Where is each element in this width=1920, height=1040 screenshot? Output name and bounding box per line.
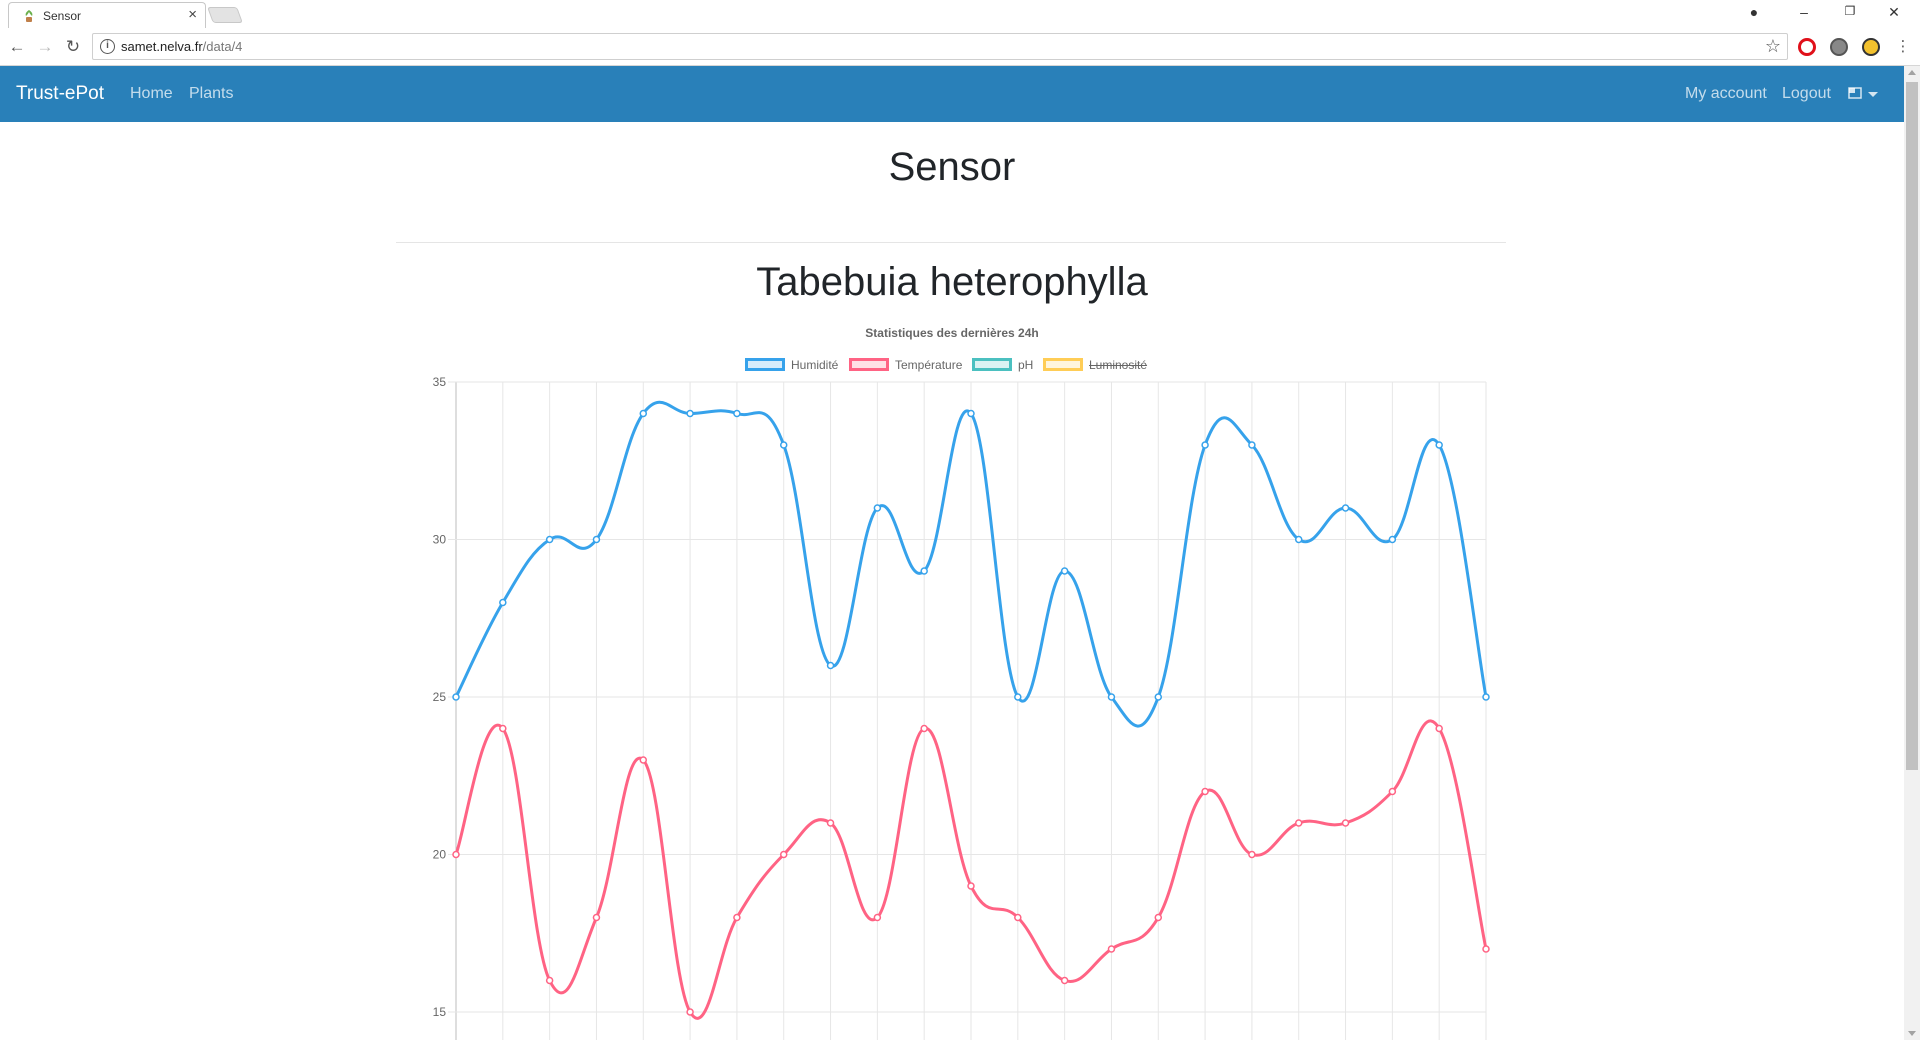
data-point-0 bbox=[1388, 535, 1397, 544]
forward-arrow-icon[interactable]: → bbox=[36, 37, 54, 56]
data-point-0 bbox=[1014, 693, 1022, 701]
plant-name-heading: Tabebuia heterophylla bbox=[756, 260, 1148, 304]
data-point-1 bbox=[1435, 724, 1443, 733]
legend-swatch bbox=[972, 358, 1012, 371]
data-point-1 bbox=[1482, 945, 1490, 953]
data-point-1 bbox=[639, 756, 648, 764]
data-point-1 bbox=[1154, 913, 1163, 922]
close-tab-icon[interactable]: × bbox=[188, 6, 197, 23]
data-point-0 bbox=[1107, 693, 1116, 701]
data-point-0 bbox=[967, 409, 975, 418]
data-point-0 bbox=[545, 535, 554, 544]
browser-toolbar: ← → ↻ i samet.nelva.fr/data/4 ☆ ⋮ bbox=[0, 28, 1920, 66]
restore-icon[interactable]: ❐ bbox=[1844, 4, 1856, 18]
page-scrollbar[interactable] bbox=[1904, 66, 1920, 1040]
plant-favicon-icon bbox=[25, 10, 33, 22]
data-point-1 bbox=[545, 976, 554, 985]
language-flag-icon[interactable] bbox=[1848, 86, 1862, 100]
data-point-1 bbox=[967, 882, 975, 890]
nav-logout-link[interactable]: Logout bbox=[1782, 85, 1831, 102]
data-point-1 bbox=[686, 1008, 694, 1016]
y-tick-label: 25 bbox=[433, 690, 447, 704]
data-point-0 bbox=[686, 409, 694, 418]
language-dropdown-caret-icon[interactable] bbox=[1868, 92, 1878, 97]
new-tab-button[interactable] bbox=[207, 7, 243, 23]
scroll-up-arrow-icon[interactable] bbox=[1908, 70, 1916, 75]
data-point-1 bbox=[1294, 819, 1303, 827]
data-point-0 bbox=[1154, 693, 1163, 701]
tab-title: Sensor bbox=[43, 9, 82, 23]
data-point-0 bbox=[1248, 441, 1256, 449]
browser-tab[interactable]: Sensor × bbox=[8, 2, 206, 28]
page-title: Sensor bbox=[888, 145, 1016, 189]
data-point-1 bbox=[499, 724, 507, 733]
brand-link[interactable]: Trust-ePot bbox=[16, 83, 104, 104]
y-tick-label: 35 bbox=[433, 375, 447, 389]
data-point-0 bbox=[1482, 693, 1490, 701]
data-point-0 bbox=[1201, 441, 1209, 449]
nav-plants-link[interactable]: Plants bbox=[189, 85, 234, 102]
data-point-1 bbox=[1388, 787, 1397, 796]
data-point-0 bbox=[920, 567, 928, 575]
menu-dots-icon[interactable]: ⋮ bbox=[1895, 38, 1911, 55]
globe-extension-icon[interactable] bbox=[1830, 38, 1848, 56]
nav-my-account-link[interactable]: My account bbox=[1685, 85, 1767, 102]
site-navbar: Trust-ePot Home Plants My account Logout bbox=[0, 66, 1904, 122]
sensor-line-chart: 35 30 25 20 15 bbox=[433, 375, 1490, 1040]
browser-tab-strip: Sensor × ● – ❐ ✕ bbox=[0, 0, 1920, 28]
data-point-0 bbox=[639, 409, 648, 418]
data-point-0 bbox=[452, 693, 460, 701]
y-tick-label: 15 bbox=[433, 1005, 447, 1019]
data-point-0 bbox=[1060, 567, 1069, 575]
data-point-1 bbox=[873, 913, 882, 922]
nav-home-link[interactable]: Home bbox=[130, 85, 173, 102]
data-point-0 bbox=[779, 441, 788, 449]
data-point-1 bbox=[920, 724, 928, 733]
data-point-0 bbox=[499, 598, 507, 607]
back-arrow-icon[interactable]: ← bbox=[8, 37, 26, 56]
legend-swatch bbox=[1043, 358, 1083, 371]
opera-extension-icon[interactable] bbox=[1798, 38, 1816, 56]
data-point-1 bbox=[779, 850, 788, 859]
data-point-0 bbox=[592, 535, 601, 544]
profile-icon[interactable]: ● bbox=[1749, 4, 1759, 20]
data-point-1 bbox=[1107, 945, 1116, 953]
scroll-down-arrow-icon[interactable] bbox=[1908, 1031, 1916, 1036]
color-picker-extension-icon[interactable] bbox=[1862, 38, 1880, 56]
data-point-1 bbox=[826, 819, 835, 827]
data-point-1 bbox=[1060, 976, 1069, 985]
data-point-0 bbox=[1341, 504, 1350, 512]
legend-swatch bbox=[849, 358, 889, 371]
data-point-1 bbox=[592, 913, 601, 922]
chart-title: Statistiques des dernières 24h bbox=[865, 326, 1039, 340]
data-point-0 bbox=[1294, 535, 1303, 544]
data-point-1 bbox=[452, 850, 460, 859]
data-point-1 bbox=[1248, 850, 1256, 859]
close-window-icon[interactable]: ✕ bbox=[1888, 4, 1900, 20]
data-point-1 bbox=[733, 913, 741, 922]
url-text[interactable]: samet.nelva.fr/data/4 bbox=[121, 39, 243, 54]
bookmark-star-icon[interactable]: ☆ bbox=[1764, 36, 1781, 56]
legend-swatch bbox=[745, 358, 785, 371]
data-point-1 bbox=[1014, 913, 1022, 922]
minimize-icon[interactable]: – bbox=[1800, 4, 1808, 20]
info-icon[interactable]: i bbox=[100, 39, 115, 54]
data-point-0 bbox=[733, 409, 741, 418]
data-point-0 bbox=[1435, 441, 1443, 449]
series-line-0 bbox=[454, 400, 1488, 728]
data-point-1 bbox=[1201, 787, 1209, 796]
address-bar[interactable]: i samet.nelva.fr/data/4 ☆ bbox=[92, 33, 1788, 60]
reload-icon[interactable]: ↻ bbox=[65, 37, 81, 56]
scroll-thumb[interactable] bbox=[1906, 82, 1918, 770]
y-tick-label: 20 bbox=[433, 848, 447, 862]
section-divider bbox=[396, 242, 1506, 243]
data-point-0 bbox=[873, 504, 882, 512]
data-point-1 bbox=[1341, 819, 1350, 827]
y-tick-label: 30 bbox=[433, 533, 447, 547]
data-point-0 bbox=[826, 661, 835, 670]
